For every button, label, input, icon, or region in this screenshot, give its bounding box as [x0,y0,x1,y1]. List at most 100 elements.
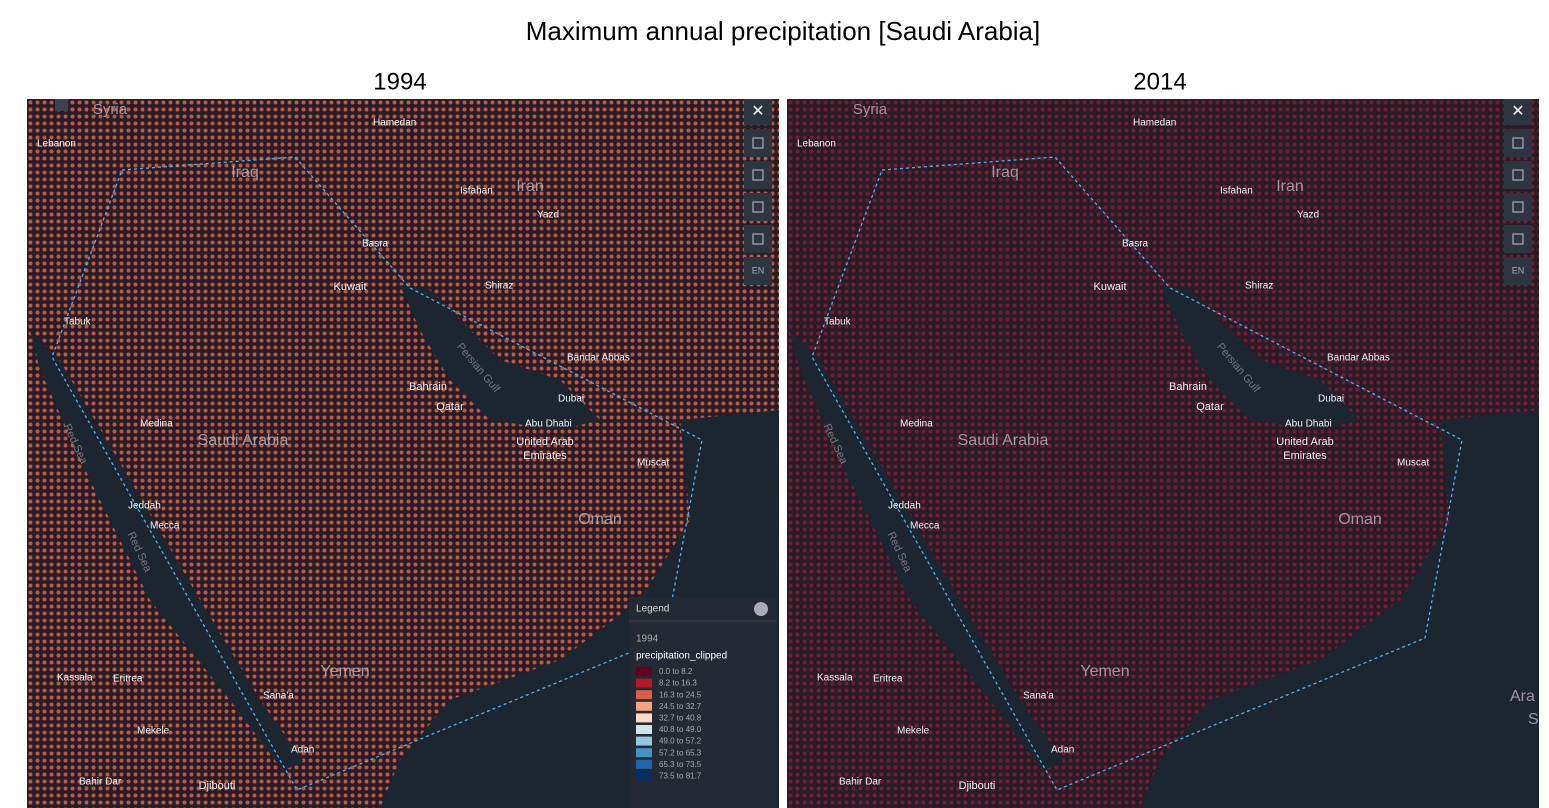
legend-swatch [636,690,652,700]
place-label: Kassala [57,673,93,684]
place-label: Emirates [523,450,567,462]
place-label: Kuwait [333,281,366,293]
place-label: Kassala [817,673,853,684]
tool-icon [752,169,764,181]
map-sea [400,285,600,430]
place-label: Adan [1051,745,1074,756]
legend-field: precipitation_clipped [636,651,727,662]
place-label: Mecca [150,521,180,532]
place-label: Bahir Dar [839,777,882,788]
place-label: Qatar [436,401,464,413]
tool-button[interactable] [744,225,772,253]
tool-button[interactable] [744,193,772,221]
place-label: Hamedan [1133,118,1176,129]
legend-label: 65.3 to 73.5 [659,760,702,769]
legend-layer: 1994 [636,634,659,645]
place-label: Shiraz [485,281,513,292]
legend: Legend 1994 precipitation_clipped 0.0 to 8.… [629,597,777,808]
legend-collapse[interactable] [754,602,768,616]
legend-label: 57.2 to 65.3 [659,748,702,757]
place-label: Iraq [991,164,1019,181]
legend-label: 40.8 to 49.0 [659,725,702,734]
place-label: Eritrea [113,674,143,685]
legend-title: Legend [636,604,669,615]
tool-button[interactable] [1504,257,1532,285]
legend-label: 73.5 to 81.7 [659,772,702,781]
place-label: Syria [93,101,128,118]
tool-button[interactable] [744,257,772,285]
place-label: Adan [291,745,314,756]
tool-icon [752,137,764,149]
tool-button[interactable] [1504,161,1532,189]
panel-title: 2014 [1133,68,1186,95]
place-label: Yazd [537,210,559,221]
place-label: Oman [1338,511,1382,528]
place-label: United Arab [516,436,573,448]
place-label: Iraq [231,164,259,181]
tool-icon [1512,233,1524,245]
legend-label: 16.3 to 24.5 [659,690,702,699]
place-label: Tabuk [824,317,852,328]
place-label: Muscat [637,458,669,469]
map-sea [1140,410,1539,808]
tool-icon [1512,169,1524,181]
close-button[interactable] [1504,99,1532,125]
panel-title: 1994 [373,68,426,95]
page-title: Maximum annual precipitation [Saudi Arab… [526,16,1041,46]
tool-icon [1512,201,1524,213]
legend-swatch [636,678,652,688]
legend-swatch [636,725,652,734]
map-sea [790,330,1063,771]
tool-button[interactable] [744,129,772,157]
tool-button[interactable] [1504,225,1532,253]
legend-label: 8.2 to 16.3 [659,679,697,688]
legend-label: 24.5 to 32.7 [659,702,702,711]
map-panel: Syria Hamedan Lebanon Iraq Isfahan Iran Yazd Ba… [27,99,779,808]
tool-button[interactable] [744,161,772,189]
place-label: Iran [516,178,544,195]
language-button-label: EN [1512,265,1525,275]
language-button-label: EN [752,265,765,275]
legend-box [629,597,777,808]
place-label: Jeddah [888,501,921,512]
place-label: Yemen [1080,663,1129,680]
place-label: Yazd [1297,210,1319,221]
panel-toggle[interactable] [55,99,68,111]
place-label: Tabuk [64,317,92,328]
place-label: Mecca [910,521,940,532]
place-label: Saudi Arabia [958,432,1049,449]
place-label: Isfahan [1220,186,1253,197]
tool-button[interactable] [1504,193,1532,221]
tool-icon [752,201,764,213]
place-label: Jeddah [128,501,161,512]
map-sea [30,330,303,771]
place-label: Medina [900,419,933,430]
map-sea [1160,285,1360,430]
place-label: Eritrea [873,674,903,685]
close-icon: ✕ [751,103,764,120]
legend-swatch [636,701,652,711]
place-label: Djibouti [199,780,236,792]
place-label: Medina [140,419,173,430]
place-label: Bandar Abbas [1327,353,1390,364]
place-label: Bandar Abbas [567,353,630,364]
place-label: Djibouti [959,780,996,792]
place-label: Dubai [558,394,584,405]
legend-swatch [636,759,652,769]
place-label: Bahrain [1169,381,1207,393]
close-button[interactable] [744,99,772,125]
close-icon: ✕ [1511,103,1524,120]
place-label: Dubai [1318,394,1344,405]
tool-icon [752,233,764,245]
place-label: Isfahan [460,186,493,197]
legend-label: 0.0 to 8.2 [659,667,693,676]
place-label: Sana'a [1023,691,1054,702]
legend-swatch [636,713,652,723]
place-label: Basra [362,239,389,250]
place-label: Emirates [1283,450,1327,462]
place-label: Kuwait [1093,281,1126,293]
place-label: Lebanon [797,139,836,150]
tool-button[interactable] [1504,129,1532,157]
legend-label: 32.7 to 40.8 [659,714,702,723]
legend-swatch [636,736,652,746]
